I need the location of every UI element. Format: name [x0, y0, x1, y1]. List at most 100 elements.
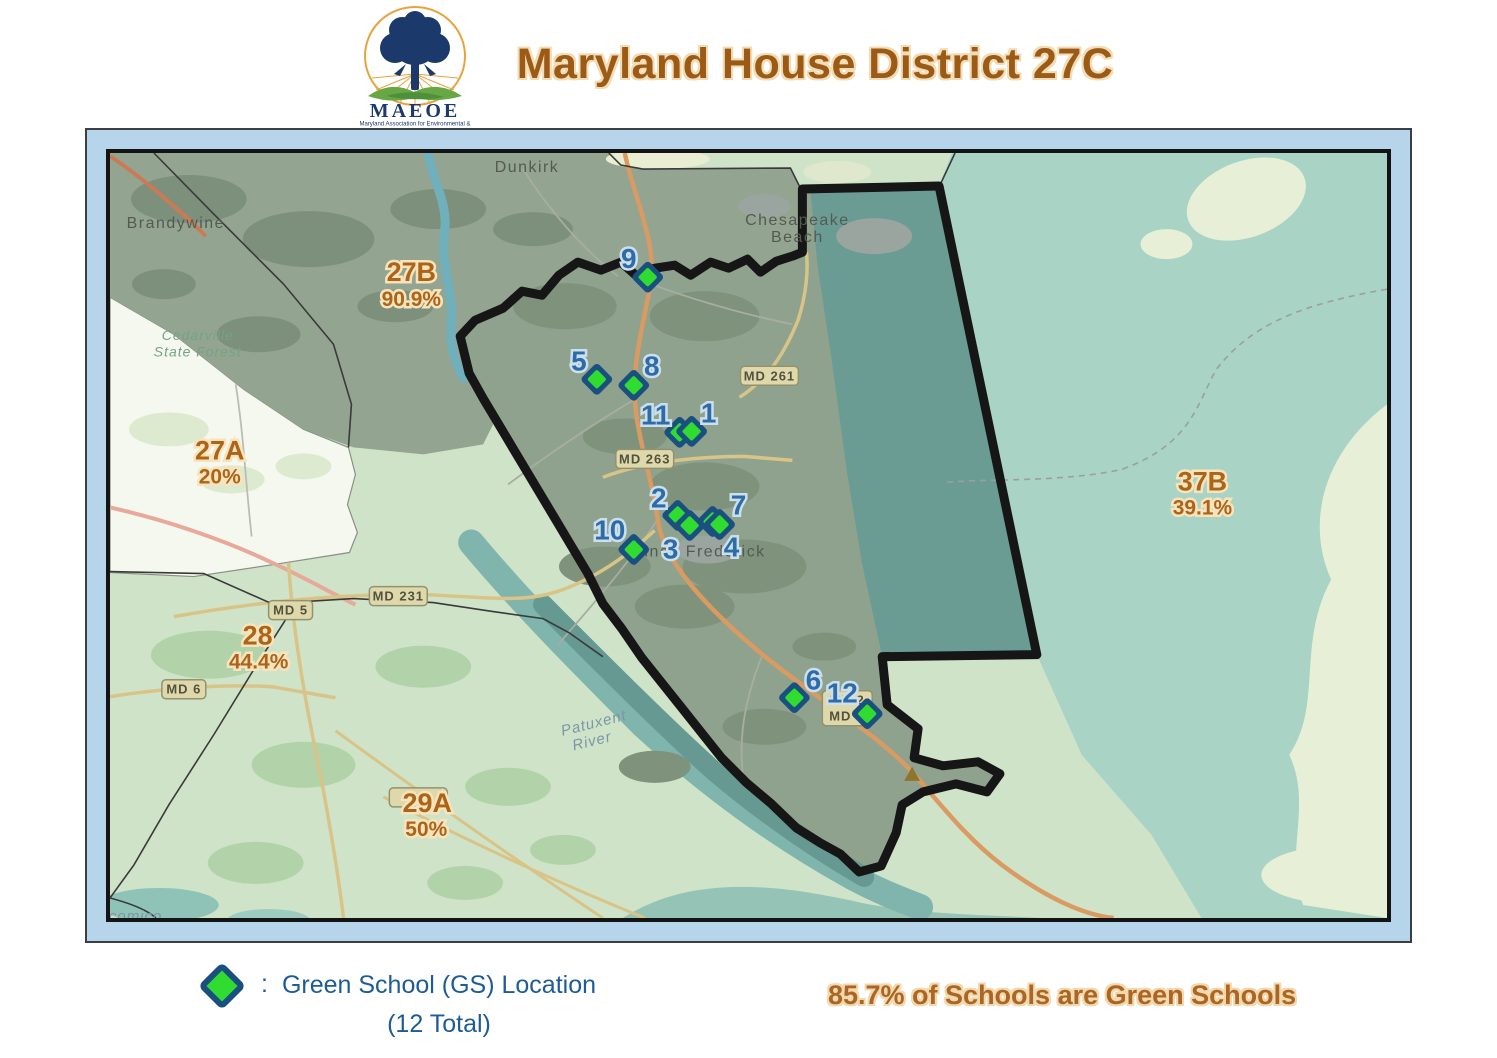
marker-diamond-9 — [632, 261, 664, 293]
marker-number-9: 9 — [621, 243, 637, 274]
logo-org-name: MAEOE — [370, 100, 461, 122]
maeoe-logo: MAEOE Maryland Association for Environme… — [356, 4, 474, 135]
place-cedarville-1: Cedarville — [162, 327, 234, 343]
patuxent-river-band — [458, 529, 934, 918]
svg-text:MD 231: MD 231 — [373, 589, 424, 604]
marker-number-8: 8 — [644, 350, 660, 381]
marker-diamond-3 — [674, 510, 705, 541]
district-label-29a: 29A 50% — [400, 785, 454, 843]
svg-text:90.9%: 90.9% — [382, 288, 442, 311]
place-brandywine: Brandywine — [127, 215, 225, 232]
map-frame: MD 261 MD 263 MD 231 MD 5 MD 6 MD MD 2 M… — [85, 128, 1412, 943]
legend-colon: : — [261, 970, 268, 998]
marker-number-12: 12 — [827, 678, 858, 709]
shore-blob — [1186, 157, 1306, 241]
chesapeake-bay-water — [939, 153, 1387, 918]
place-prince-frederick: Prince Frederick — [626, 544, 766, 561]
forest-blob — [198, 465, 265, 494]
eastern-shore-land — [1289, 404, 1387, 918]
marker-diamond-8 — [618, 369, 650, 401]
patuxent-mouth-water — [622, 886, 1042, 918]
county-line-water — [941, 288, 1387, 484]
district-label-28: 28 44.4% — [226, 618, 291, 676]
urban-patches — [675, 194, 913, 564]
place-dunkirk: Dunkirk — [495, 159, 560, 176]
place-chesapeake-beach-2: Beach — [771, 229, 824, 246]
legend-text: Green School (GS) Location (12 Total) — [282, 966, 596, 1044]
svg-text:MD: MD — [829, 709, 851, 724]
patuxent-upper-river — [423, 153, 468, 383]
other-district-lines — [110, 153, 956, 918]
maeoe-logo-graphic: MAEOE Maryland Association for Environme… — [359, 6, 471, 135]
marker-number-5: 5 — [571, 345, 587, 376]
svg-text:29A: 29A — [403, 788, 452, 818]
tree-icon — [380, 11, 450, 90]
marker-diamond-6 — [779, 682, 810, 714]
shield-md231: MD 231 — [368, 585, 429, 607]
legend-line-1: Green School (GS) Location — [281, 971, 597, 999]
marker-number-10: 10 — [594, 514, 625, 545]
svg-text:44.4%: 44.4% — [229, 651, 289, 674]
place-wicomico-river-1: Wicomico — [110, 908, 162, 918]
wicomico-water — [110, 887, 219, 918]
legend-line-2: (12 Total) — [387, 1009, 491, 1038]
marker-diamond-4 — [704, 509, 735, 540]
shore-blob — [1261, 846, 1387, 903]
marker-number-11: 11 — [641, 399, 671, 430]
legend: : Green School (GS) Location (12 Total) — [197, 961, 596, 1044]
marker-number-3: 3 — [663, 533, 679, 564]
place-cedarville-2: State Forest — [154, 343, 242, 359]
shore-strip — [605, 153, 710, 170]
svg-text:50%: 50% — [405, 818, 447, 841]
green-school-diamond-icon — [197, 961, 247, 1011]
shield-md-hidden: MD — [388, 787, 448, 808]
svg-text:MD 2: MD 2 — [830, 693, 865, 708]
svg-text:37B: 37B — [1178, 466, 1227, 496]
shield-md5: MD 5 — [267, 599, 314, 621]
svg-text:MD 263: MD 263 — [619, 451, 670, 466]
district-27c-water — [810, 186, 1037, 657]
svg-text:MD 5: MD 5 — [273, 603, 308, 618]
district-label-27b: 27B 90.9% — [379, 255, 444, 314]
page-title: Maryland House District 27C — [516, 40, 1114, 88]
svg-text:MD: MD — [407, 790, 429, 805]
patuxent-river-inside — [533, 594, 875, 887]
marker-diamond-1 — [676, 416, 707, 447]
marker-number-2: 2 — [651, 482, 667, 513]
landmark-triangle-icon — [904, 766, 921, 781]
svg-text:39.1%: 39.1% — [1173, 496, 1233, 519]
logo-tagline-1: Maryland Association for Environmental & — [359, 122, 470, 128]
svg-text:28: 28 — [243, 621, 273, 651]
roads — [110, 153, 1114, 918]
forest-blob — [128, 412, 209, 447]
forest-blobs-27b — [130, 175, 573, 353]
marker-diamond-10 — [618, 534, 650, 565]
forest-blob — [275, 453, 332, 480]
place-chesapeake-beach-1: Chesapeake — [745, 212, 850, 229]
marker-number-4: 4 — [724, 531, 740, 562]
svg-text:27B: 27B — [387, 257, 436, 287]
green-schools-percentage: 85.7% of Schools are Green Schools — [828, 980, 1297, 1010]
svg-text:MD 6: MD 6 — [166, 682, 201, 697]
stream-blob — [228, 908, 310, 918]
district-label-37b: 37B 39.1% — [1170, 464, 1235, 522]
marker-number-7: 7 — [731, 489, 747, 520]
marker-number-1: 1 — [701, 397, 717, 428]
district-27c-boundary — [455, 181, 1042, 877]
marker-diamond-5 — [581, 363, 613, 395]
svg-text:20%: 20% — [199, 465, 241, 488]
marker-diamond-12 — [851, 698, 883, 730]
forest-blobs-south — [150, 630, 596, 900]
shield-md263: MD 263 — [615, 448, 675, 470]
svg-text:27A: 27A — [195, 435, 244, 465]
shield-md6: MD 6 — [161, 678, 207, 700]
marker-number-6: 6 — [806, 665, 822, 696]
svg-text:MD 261: MD 261 — [744, 368, 795, 383]
shore-strip — [803, 161, 872, 184]
shield-md261: MD 261 — [739, 365, 800, 387]
shore-blob — [1140, 229, 1193, 260]
district-label-27a: 27A 20% — [193, 433, 247, 491]
district-map: MD 261 MD 263 MD 231 MD 5 MD 6 MD MD 2 M… — [106, 149, 1391, 922]
green-school-markers: 1 2 3 4 5 6 7 8 9 10 11 12 — [569, 241, 883, 730]
map-canvas: MD 261 MD 263 MD 231 MD 5 MD 6 MD MD 2 M… — [110, 153, 1387, 918]
